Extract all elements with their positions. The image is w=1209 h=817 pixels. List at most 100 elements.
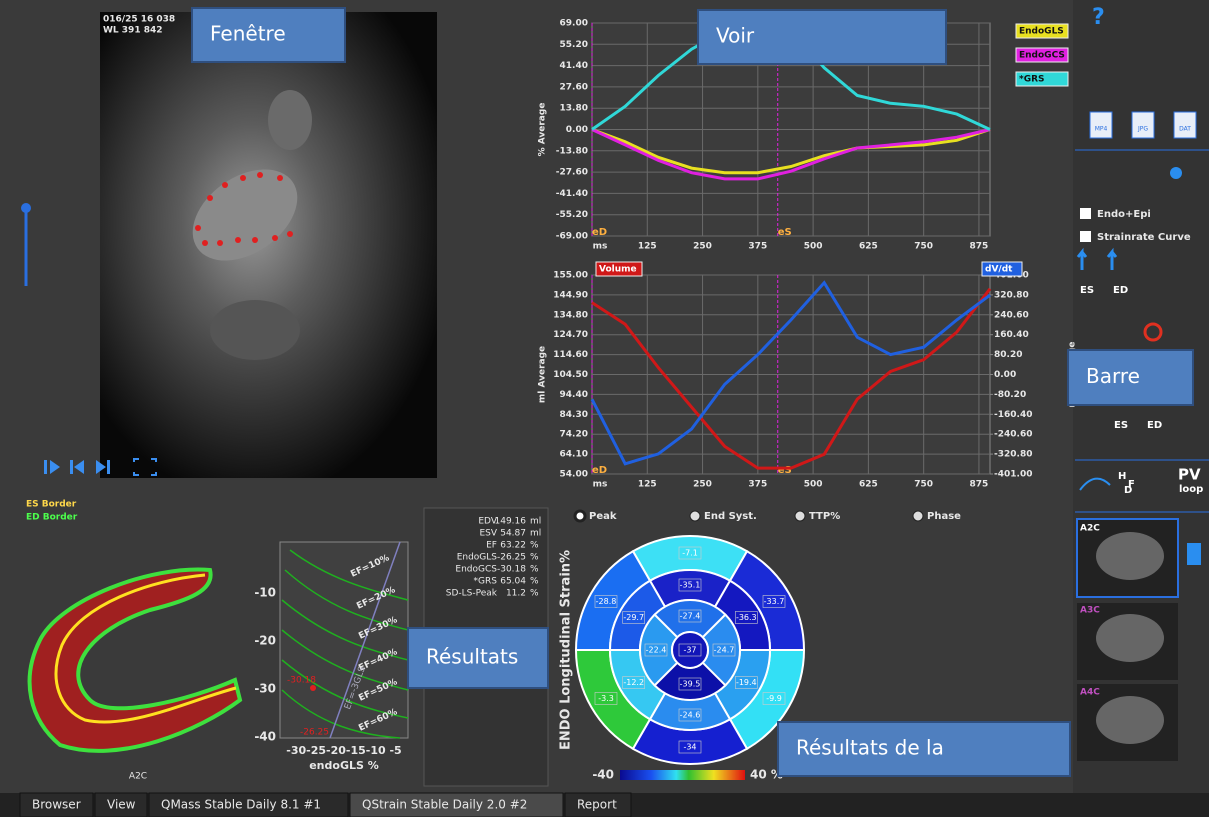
- y2-tick-label: 240.60: [994, 310, 1029, 320]
- legend-label[interactable]: EndoGLS: [1019, 27, 1064, 37]
- legend-label[interactable]: Volume: [599, 265, 637, 275]
- delete-icon[interactable]: [1187, 543, 1201, 565]
- strain-contour: [27, 567, 243, 753]
- data-line: [590, 280, 991, 466]
- result-unit: ml: [530, 529, 541, 539]
- file-button[interactable]: [1131, 111, 1155, 139]
- tab[interactable]: [349, 792, 564, 817]
- icon-label[interactable]: ED: [1147, 420, 1162, 431]
- y-tick-label: -40: [254, 730, 276, 744]
- value-box: [734, 676, 758, 689]
- bullseye-segment[interactable]: [671, 631, 709, 669]
- segment-value: -19.4: [736, 678, 757, 687]
- y-tick-label: 27.60: [560, 82, 588, 92]
- legend-box[interactable]: [981, 261, 1023, 277]
- icon-label[interactable]: ES: [1114, 420, 1128, 431]
- file-button[interactable]: [1089, 111, 1113, 139]
- legend-label[interactable]: EndoGCS: [1019, 51, 1065, 61]
- radio-label[interactable]: TTP%: [809, 511, 840, 522]
- result-unit: %: [530, 541, 539, 551]
- icon-label[interactable]: loop: [1179, 484, 1203, 495]
- marker-label: eS: [778, 465, 792, 476]
- segment-value: -39.5: [680, 680, 701, 689]
- thumbnail-image[interactable]: [1096, 532, 1164, 580]
- value-box: [762, 595, 786, 608]
- legend-box[interactable]: [1015, 47, 1069, 63]
- y-tick-label: 124.70: [553, 330, 588, 340]
- radio-label[interactable]: Phase: [927, 511, 961, 522]
- tab[interactable]: [94, 792, 148, 817]
- thumbnail-image[interactable]: [1096, 614, 1164, 662]
- marker-label: eD: [592, 465, 607, 476]
- checkbox[interactable]: [1080, 231, 1091, 242]
- tab[interactable]: [564, 792, 632, 817]
- callout-label: Résultats: [426, 645, 518, 669]
- file-button[interactable]: [1173, 111, 1197, 139]
- x-tick-label: 625: [859, 242, 878, 252]
- legend-box[interactable]: [1015, 71, 1069, 87]
- radio-button[interactable]: [689, 510, 701, 522]
- icon-label[interactable]: H: [1118, 471, 1126, 482]
- slider-thumb[interactable]: [21, 203, 31, 213]
- segment-value: -24.7: [714, 646, 735, 655]
- y-tick-label: -10: [254, 586, 276, 600]
- y-tick-label: 0.00: [566, 125, 588, 135]
- ef-point: [310, 685, 316, 691]
- value-box: [678, 708, 702, 722]
- file-button-label[interactable]: DAT: [1179, 126, 1191, 133]
- checkbox[interactable]: [1080, 208, 1091, 219]
- thumbnail-label[interactable]: A3C: [1080, 606, 1100, 616]
- tab-label[interactable]: View: [107, 798, 136, 812]
- icon-label[interactable]: PV: [1178, 466, 1201, 484]
- icon-label[interactable]: ED: [1113, 285, 1128, 296]
- radio-label[interactable]: Peak: [589, 511, 617, 522]
- y-tick-label: -30: [254, 682, 276, 696]
- mri-image[interactable]: [100, 12, 437, 478]
- legend-label[interactable]: dV/dt: [985, 265, 1013, 275]
- thumbnail-image[interactable]: [1096, 696, 1164, 744]
- x-tick-label: 375: [748, 480, 767, 490]
- radio-label[interactable]: End Syst.: [704, 511, 757, 522]
- x-tick-labels: -30-25-20-15-10 -5: [286, 744, 401, 757]
- legend-box[interactable]: [595, 261, 643, 277]
- result-name: EndoGCS: [455, 565, 497, 575]
- y2-tick-label: -401.00: [994, 470, 1032, 480]
- icon-label[interactable]: F: [1128, 479, 1135, 490]
- x-axis-label: endoGLS %: [309, 759, 379, 772]
- y-tick-label: -69.00: [556, 232, 588, 242]
- radio-button[interactable]: [912, 510, 924, 522]
- tab[interactable]: [19, 792, 94, 817]
- legend-box[interactable]: [1015, 23, 1069, 39]
- x-unit: ms: [593, 480, 608, 490]
- tool-icons[interactable]: [1076, 167, 1182, 491]
- help-icon[interactable]: ?: [1092, 5, 1105, 30]
- result-unit: %: [530, 553, 539, 563]
- file-button-label[interactable]: MP4: [1095, 126, 1108, 133]
- segment-value: -33.7: [764, 597, 785, 606]
- icon-label[interactable]: D: [1124, 485, 1132, 496]
- result-name: *GRS: [474, 577, 498, 587]
- tab-label[interactable]: QMass Stable Daily 8.1 #1: [161, 798, 321, 812]
- y-tick-label: -27.60: [556, 168, 588, 178]
- border-legend: ES Border: [26, 500, 77, 510]
- tab-label[interactable]: QStrain Stable Daily 2.0 #2: [362, 798, 527, 812]
- image-header: 016/25 16 038: [103, 15, 175, 25]
- x-unit: ms: [593, 242, 608, 252]
- tab[interactable]: [148, 792, 349, 817]
- radio-button[interactable]: [573, 509, 587, 523]
- icon-label[interactable]: ES: [1080, 285, 1094, 296]
- radio-button[interactable]: [794, 510, 806, 522]
- tab-label[interactable]: Report: [577, 798, 617, 812]
- tab-label[interactable]: Browser: [32, 798, 81, 812]
- checkbox-label[interactable]: Strainrate Curve: [1097, 232, 1191, 243]
- legend-label[interactable]: *GRS: [1019, 75, 1045, 85]
- value-box: [678, 740, 702, 754]
- image-header: WL 391 842: [103, 26, 163, 36]
- thumbnail-label[interactable]: A2C: [1080, 524, 1100, 534]
- y-tick-label: 64.10: [560, 450, 588, 460]
- file-button-label[interactable]: JPG: [1137, 126, 1148, 133]
- thumbnail-label[interactable]: A4C: [1080, 688, 1100, 698]
- playback-controls[interactable]: [44, 458, 157, 476]
- checkbox-label[interactable]: Endo+Epi: [1097, 209, 1151, 220]
